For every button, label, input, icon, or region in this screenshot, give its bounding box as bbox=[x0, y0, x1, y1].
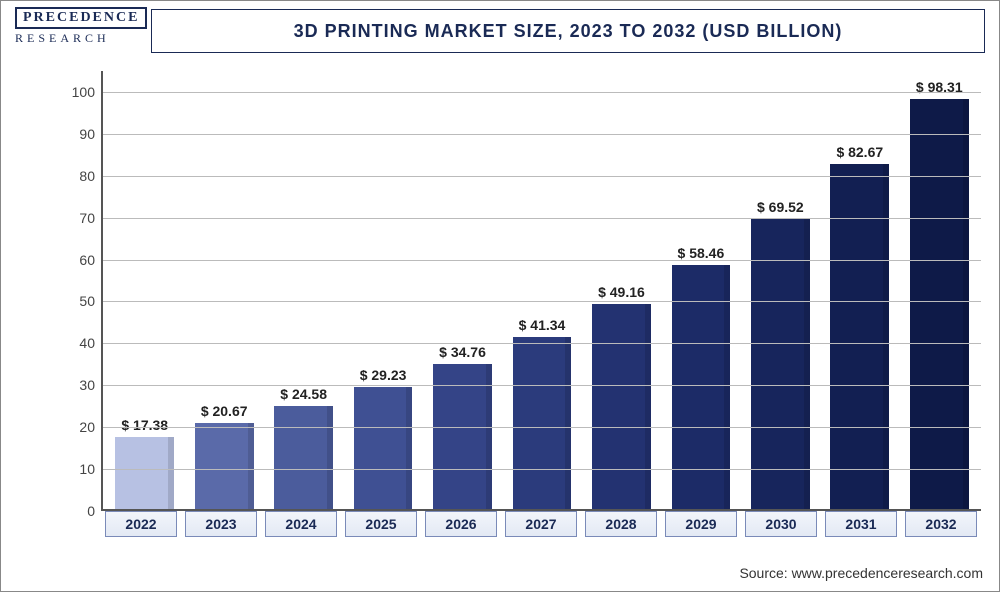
grid-line bbox=[103, 301, 981, 302]
grid-line bbox=[103, 260, 981, 261]
bar-value-label: $ 20.67 bbox=[201, 403, 248, 419]
x-tick-label: 2030 bbox=[745, 511, 817, 537]
x-tick-label: 2023 bbox=[185, 511, 257, 537]
bar-slot: $ 34.76 bbox=[423, 71, 502, 509]
bar-slot: $ 29.23 bbox=[343, 71, 422, 509]
grid-line bbox=[103, 134, 981, 135]
x-tick-label: 2028 bbox=[585, 511, 657, 537]
grid-area: $ 17.38 $ 20.67 $ 24.58 $ 29.23 $ 34.76 $ 41.… bbox=[101, 71, 981, 511]
bar-slot: $ 69.52 bbox=[741, 71, 820, 509]
source-text: Source: www.precedenceresearch.com bbox=[739, 565, 983, 581]
y-tick-label: 90 bbox=[79, 126, 95, 142]
x-axis-labels: 2022 2023 2024 2025 2026 2027 2028 2029 2030 2031… bbox=[101, 511, 981, 537]
bar bbox=[274, 406, 333, 509]
grid-line bbox=[103, 218, 981, 219]
grid-line bbox=[103, 385, 981, 386]
grid-line bbox=[103, 469, 981, 470]
bar-value-label: $ 24.58 bbox=[280, 386, 327, 402]
y-tick-label: 100 bbox=[72, 84, 95, 100]
bar-value-label: $ 17.38 bbox=[121, 417, 168, 433]
x-tick-label: 2024 bbox=[265, 511, 337, 537]
bar-slot: $ 20.67 bbox=[184, 71, 263, 509]
x-tick-label: 2029 bbox=[665, 511, 737, 537]
bar bbox=[513, 337, 572, 509]
x-tick-label: 2026 bbox=[425, 511, 497, 537]
grid-line bbox=[103, 176, 981, 177]
y-tick-label: 70 bbox=[79, 210, 95, 226]
y-tick-label: 30 bbox=[79, 377, 95, 393]
chart-frame: PRECEDENCE RESEARCH 3D PRINTING MARKET S… bbox=[0, 0, 1000, 592]
x-tick-label: 2031 bbox=[825, 511, 897, 537]
x-tick-label: 2027 bbox=[505, 511, 577, 537]
y-axis: 0102030405060708090100 bbox=[61, 71, 101, 511]
logo-bottom: RESEARCH bbox=[15, 31, 145, 46]
chart-title: 3D PRINTING MARKET SIZE, 2023 TO 2032 (U… bbox=[294, 21, 843, 42]
grid-line bbox=[103, 343, 981, 344]
bar bbox=[354, 387, 413, 509]
grid-line bbox=[103, 92, 981, 93]
y-tick-label: 50 bbox=[79, 293, 95, 309]
bar-value-label: $ 34.76 bbox=[439, 344, 486, 360]
bar bbox=[195, 423, 254, 509]
plot-area: 0 10 20 30 40 50 60 70 80 90 100 $ 17.38 $ 20.67 $ 2… bbox=[61, 71, 981, 531]
bar-slot: $ 58.46 bbox=[661, 71, 740, 509]
brand-logo: PRECEDENCE RESEARCH bbox=[15, 7, 145, 46]
bar bbox=[751, 219, 810, 509]
bar-slot: $ 82.67 bbox=[820, 71, 899, 509]
bar-slot: $ 41.34 bbox=[502, 71, 581, 509]
y-tick-label: 10 bbox=[79, 461, 95, 477]
y-tick-label: 20 bbox=[79, 419, 95, 435]
bar-value-label: $ 41.34 bbox=[519, 317, 566, 333]
bar bbox=[115, 437, 174, 509]
bar-value-label: $ 69.52 bbox=[757, 199, 804, 215]
x-tick-label: 2032 bbox=[905, 511, 977, 537]
y-tick-label: 0 bbox=[87, 503, 95, 519]
bar-slot: $ 49.16 bbox=[582, 71, 661, 509]
bar-value-label: $ 29.23 bbox=[360, 367, 407, 383]
bar-slot: $ 17.38 bbox=[105, 71, 184, 509]
x-tick-label: 2025 bbox=[345, 511, 417, 537]
logo-top: PRECEDENCE bbox=[15, 7, 147, 29]
y-tick-label: 60 bbox=[79, 252, 95, 268]
grid-line bbox=[103, 427, 981, 428]
chart-title-bar: 3D PRINTING MARKET SIZE, 2023 TO 2032 (U… bbox=[151, 9, 985, 53]
bars-container: $ 17.38 $ 20.67 $ 24.58 $ 29.23 $ 34.76 $ 41.… bbox=[103, 71, 981, 509]
x-tick-label: 2022 bbox=[105, 511, 177, 537]
bar-value-label: $ 82.67 bbox=[836, 144, 883, 160]
y-tick-label: 80 bbox=[79, 168, 95, 184]
bar bbox=[830, 164, 889, 509]
bar bbox=[910, 99, 969, 509]
bar bbox=[592, 304, 651, 509]
bar-slot: $ 24.58 bbox=[264, 71, 343, 509]
bar-value-label: $ 49.16 bbox=[598, 284, 645, 300]
bar-slot: $ 98.31 bbox=[900, 71, 979, 509]
y-tick-label: 40 bbox=[79, 335, 95, 351]
